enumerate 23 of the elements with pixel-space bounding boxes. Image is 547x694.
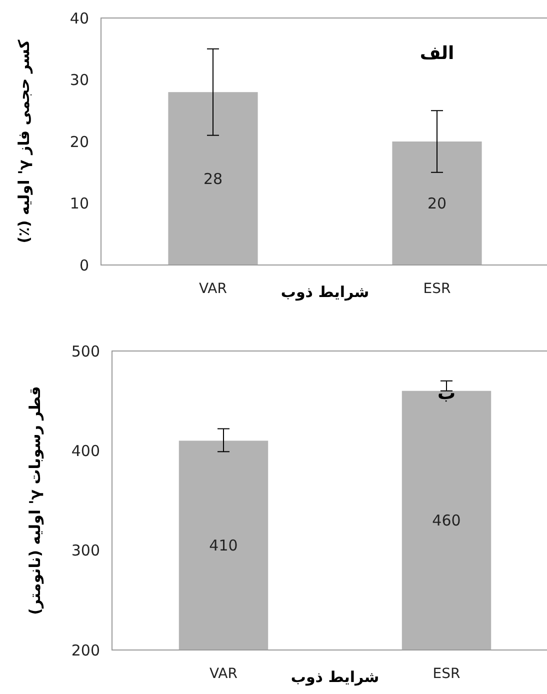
x-axis-title: شرایط ذوب xyxy=(280,283,370,301)
data-label: 20 xyxy=(427,194,447,212)
data-label: 28 xyxy=(203,170,223,188)
data-label: 410 xyxy=(209,536,238,555)
annotation: الف xyxy=(420,42,454,64)
x-tick-label: ESR xyxy=(432,666,460,682)
x-tick-label: ESR xyxy=(423,281,451,297)
y-tick-label: 500 xyxy=(71,342,100,360)
y-tick-label: 40 xyxy=(70,9,89,28)
y-axis-title: کسر حجمی فاز γ' اولیه (٪) xyxy=(15,40,33,244)
y-tick-label: 0 xyxy=(79,256,89,274)
data-label: 460 xyxy=(432,512,461,530)
y-tick-label: 20 xyxy=(70,132,89,151)
y-tick-label: 400 xyxy=(71,442,100,460)
x-axis-title: شرایط ذوب xyxy=(290,668,380,686)
annotation: ب xyxy=(437,383,456,404)
y-tick-label: 10 xyxy=(70,194,89,212)
y-tick-label: 300 xyxy=(71,542,100,560)
x-tick-label: VAR xyxy=(199,281,228,297)
y-tick-label: 30 xyxy=(70,71,89,89)
y-tick-label: 200 xyxy=(71,641,100,660)
x-tick-label: VAR xyxy=(210,666,238,682)
y-axis-title: قطر رسوبات γ' اولیه (نانومتر) xyxy=(26,386,44,615)
